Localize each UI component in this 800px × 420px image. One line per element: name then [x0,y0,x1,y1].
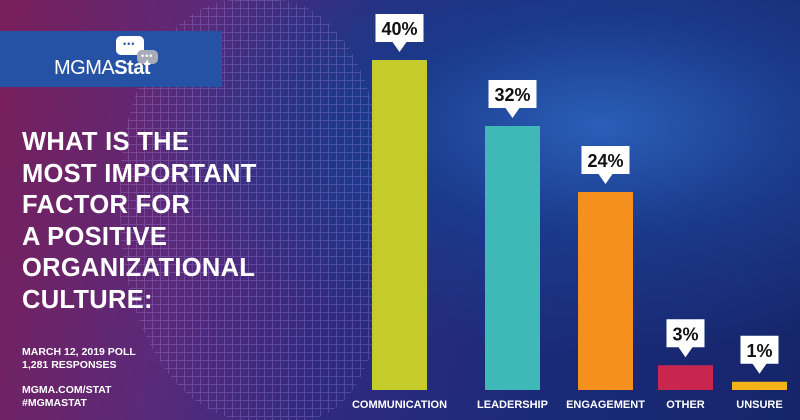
data-label-callout [740,335,779,374]
bar-leadership [485,126,540,390]
poll-responses: 1,281 RESPONSES [22,358,117,371]
question-line: WHAT IS THE [22,128,190,156]
website-link: MGMA.COM/STAT [22,384,112,396]
data-label-callout [375,14,424,52]
bar-unsure [732,381,787,390]
question-line: A POSITIVE [22,222,168,251]
data-label-callout [666,319,705,358]
bar-engagement [578,192,633,390]
data-label: 1% [746,341,772,361]
logo-text-bold: Stat [114,57,151,79]
category-label: UNSURE [736,399,782,411]
category-label: LEADERSHIP [477,399,548,411]
question-line: CULTURE: [22,285,153,314]
question-line: ORGANIZATIONAL [22,254,256,282]
chat-bubble-icon: ••• [137,50,158,64]
data-label: 40% [381,19,417,39]
data-label: 3% [672,324,698,344]
bar-other [658,365,713,390]
data-label: 24% [587,151,623,171]
mgmastat-logo: MGMAStat [54,57,151,80]
question-line: FACTOR FOR [22,191,191,219]
data-label-callout [581,146,630,184]
poll-info: MARCH 12, 2019 POLL 1,281 RESPONSES [22,346,136,371]
poll-date: MARCH 12, 2019 POLL [22,346,136,358]
bar-communication [372,60,427,390]
category-label: ENGAGEMENT [566,399,645,411]
hashtag: #MGMASTAT [22,396,87,409]
logo-band [0,31,222,87]
logo-text-light: MGMA [54,57,115,79]
question-title: WHAT IS THE MOST IMPORTANT FACTOR FOR A … [22,127,257,316]
links: MGMA.COM/STAT #MGMASTAT [22,384,111,409]
category-label: OTHER [666,399,705,411]
data-label-callout [488,80,537,118]
chat-bubble-icon: ••• [116,36,144,55]
category-label: COMMUNICATION [352,399,447,411]
data-label: 32% [494,85,530,105]
question-line: MOST IMPORTANT [22,159,257,188]
